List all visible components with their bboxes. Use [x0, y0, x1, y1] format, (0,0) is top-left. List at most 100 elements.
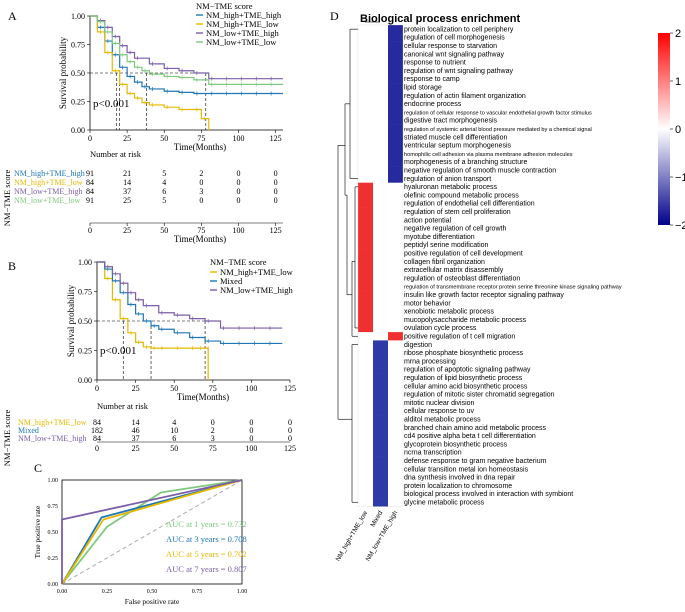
- term-label: digestive tract morphogenesis: [404, 118, 497, 125]
- x-tick-label: 75: [197, 134, 205, 143]
- heatmap-cell: [373, 132, 388, 142]
- risk-value: 0: [236, 169, 240, 178]
- x-tick-label: 125: [270, 134, 282, 143]
- term-label: defense response to gram negative bacter…: [404, 458, 547, 465]
- term-label: biological process involved in interacti…: [404, 491, 573, 498]
- heatmap-cell: [358, 232, 373, 242]
- heatmap-cell: [388, 415, 403, 424]
- x-axis-label: Time(Months): [174, 142, 226, 152]
- risk-value: 3: [199, 187, 203, 196]
- heatmap-cell: [358, 108, 373, 117]
- heatmap-cell: [373, 481, 388, 491]
- heatmap-cell: [373, 489, 388, 499]
- risk-value: 21: [123, 169, 131, 178]
- term-label: response to camp: [404, 76, 460, 83]
- heatmap-cell: [388, 431, 403, 441]
- heatmap-cell: [373, 431, 388, 441]
- heatmap-cell: [388, 25, 403, 34]
- panel-letter-a: A: [8, 9, 17, 23]
- heatmap-cell: [388, 191, 403, 200]
- y-tick-label: 0.25: [48, 556, 59, 562]
- y-tick-label: 0.00: [48, 582, 59, 588]
- term-label: glycine metabolic process: [404, 500, 485, 507]
- risk-value: 84: [93, 418, 101, 427]
- y-tick-label: 0.25: [71, 98, 85, 107]
- heatmap-cell: [358, 58, 373, 67]
- heatmap-cell: [358, 49, 373, 59]
- heatmap-cell: [358, 66, 373, 76]
- heatmap-cell: [388, 373, 403, 383]
- auc-label: AUC at 7 years = 0.807: [166, 564, 247, 574]
- heatmap-cell: [373, 33, 388, 42]
- risk-value: 6: [172, 434, 176, 443]
- risk-value: 25: [123, 196, 131, 205]
- heatmap-cell: [388, 498, 403, 507]
- term-label: cellular response to uv: [404, 408, 475, 415]
- panel-letter-d: D: [330, 9, 339, 23]
- risk-value: 37: [132, 434, 140, 443]
- term-label: alditol metabolic process: [404, 417, 481, 424]
- heatmap-cell: [388, 83, 403, 92]
- risk-table-title: Number at risk: [90, 149, 142, 159]
- heatmap-cell: [373, 415, 388, 424]
- heatmap-cell: [358, 191, 373, 200]
- heatmap-cell: [388, 66, 403, 76]
- y-tick-label: 0.00: [71, 126, 85, 135]
- heatmap-cell: [388, 132, 403, 142]
- risk-x-tick: 100: [232, 226, 244, 235]
- term-label: canonical wnt signaling pathway: [404, 51, 505, 58]
- risk-x-tick: 50: [170, 444, 178, 453]
- risk-value: 2: [199, 169, 203, 178]
- term-label: myotube differentiation: [404, 234, 475, 241]
- heatmap-cell: [373, 207, 388, 217]
- heatmap-cell: [358, 174, 373, 183]
- legend-item: NM_low+TME_high: [206, 28, 280, 38]
- risk-row-label: NM_high+TME_low: [14, 178, 83, 187]
- heatmap-cell: [373, 224, 388, 233]
- risk-value: 0: [249, 418, 253, 427]
- risk-value: 14: [123, 178, 131, 187]
- term-label: glycoprotein biosynthetic process: [404, 441, 508, 448]
- term-label: peptidyl serine modification: [404, 242, 489, 249]
- heatmap-cell: [373, 440, 388, 449]
- term-label: regulation of apoptotic signaling pathwa…: [404, 367, 531, 374]
- heatmap-cell: [388, 489, 403, 499]
- risk-y-label: NM−TME score: [2, 170, 12, 227]
- y-tick-label: 1.00: [78, 258, 92, 267]
- term-label: cellular amino acid biosynthetic process: [404, 383, 528, 390]
- term-label: branched chain amino acid metabolic proc…: [404, 425, 547, 432]
- heatmap-cell: [373, 398, 388, 408]
- term-label: regulation of cellular response to vascu…: [404, 110, 592, 116]
- term-label: collagen fibril organization: [404, 259, 485, 266]
- heatmap-cell: [373, 166, 388, 175]
- heatmap-cell: [388, 473, 403, 482]
- heatmap-cell: [388, 215, 403, 225]
- heatmap-frame: [357, 24, 404, 507]
- heatmap-cell: [373, 448, 388, 457]
- risk-x-tick: 125: [284, 444, 296, 453]
- heatmap-cell: [388, 182, 403, 192]
- heatmap-cell: [358, 464, 373, 474]
- heatmap-cell: [358, 149, 373, 159]
- heatmap-cell: [388, 174, 403, 183]
- km-curve-1: [90, 15, 210, 130]
- auc-label: AUC at 5 years = 0.702: [166, 549, 247, 559]
- heatmap-cell: [358, 357, 373, 366]
- heatmap-cell: [388, 240, 403, 250]
- risk-value: 0: [274, 178, 278, 187]
- heatmap-cell: [358, 473, 373, 482]
- term-label: ventricular septum morphogenesis: [404, 143, 511, 150]
- heatmap-cell: [358, 124, 373, 134]
- scale-tick-label: 1: [675, 76, 681, 88]
- heatmap-cell: [358, 116, 373, 125]
- heatmap-cell: [373, 274, 388, 283]
- heatmap-cell: [358, 373, 373, 383]
- heatmap-cell: [373, 307, 388, 316]
- term-label: protein localization to chromosome: [404, 483, 512, 490]
- risk-x-tick: 125: [270, 226, 282, 235]
- x-tick-label: 100: [245, 384, 257, 393]
- roc-curve-3: [61, 479, 243, 584]
- term-label: mitotic nuclear division: [404, 400, 475, 407]
- risk-x-tick: 75: [197, 226, 205, 235]
- heatmap-cell: [388, 207, 403, 217]
